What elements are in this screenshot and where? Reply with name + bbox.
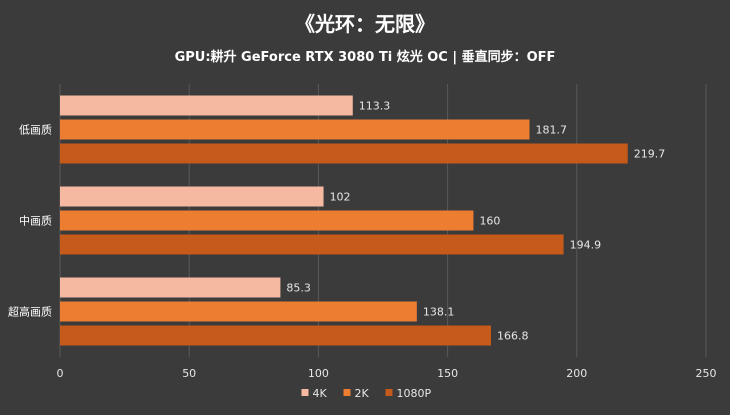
bar <box>60 143 628 164</box>
category-label: 低画质 <box>19 124 52 137</box>
legend-swatch <box>301 389 309 396</box>
legend-swatch <box>343 389 351 396</box>
x-tick-label: 150 <box>437 367 458 380</box>
chart-title: 《光环：无限》 <box>295 12 435 36</box>
x-tick-label: 200 <box>566 367 587 380</box>
bar <box>60 210 474 231</box>
legend-label: 1080P <box>397 387 432 400</box>
bar <box>60 325 492 346</box>
data-label: 113.3 <box>359 100 391 113</box>
category-label: 超高画质 <box>8 305 52 319</box>
x-tick-label: 0 <box>57 367 64 380</box>
x-tick-label: 100 <box>308 367 329 380</box>
bar <box>60 301 417 322</box>
bar <box>60 234 564 255</box>
data-label: 194.9 <box>570 239 602 252</box>
data-label: 85.3 <box>286 282 311 295</box>
data-label: 166.8 <box>497 330 529 343</box>
x-tick-label: 50 <box>182 367 196 380</box>
bar <box>60 119 530 140</box>
legend-label: 2K <box>355 387 370 400</box>
chart-subtitle: GPU:耕升 GeForce RTX 3080 Ti 炫光 OC | 垂直同步：… <box>174 50 556 65</box>
data-label: 181.7 <box>536 124 568 137</box>
data-label: 160 <box>479 215 500 228</box>
bar <box>60 277 281 298</box>
data-label: 102 <box>330 191 351 204</box>
bar <box>60 186 324 207</box>
x-tick-label: 250 <box>696 367 717 380</box>
data-label: 219.7 <box>634 148 666 161</box>
data-label: 138.1 <box>423 306 455 319</box>
legend-label: 4K <box>313 387 328 400</box>
category-label: 中画质 <box>19 215 52 228</box>
bar <box>60 95 353 116</box>
legend-swatch <box>385 389 393 396</box>
